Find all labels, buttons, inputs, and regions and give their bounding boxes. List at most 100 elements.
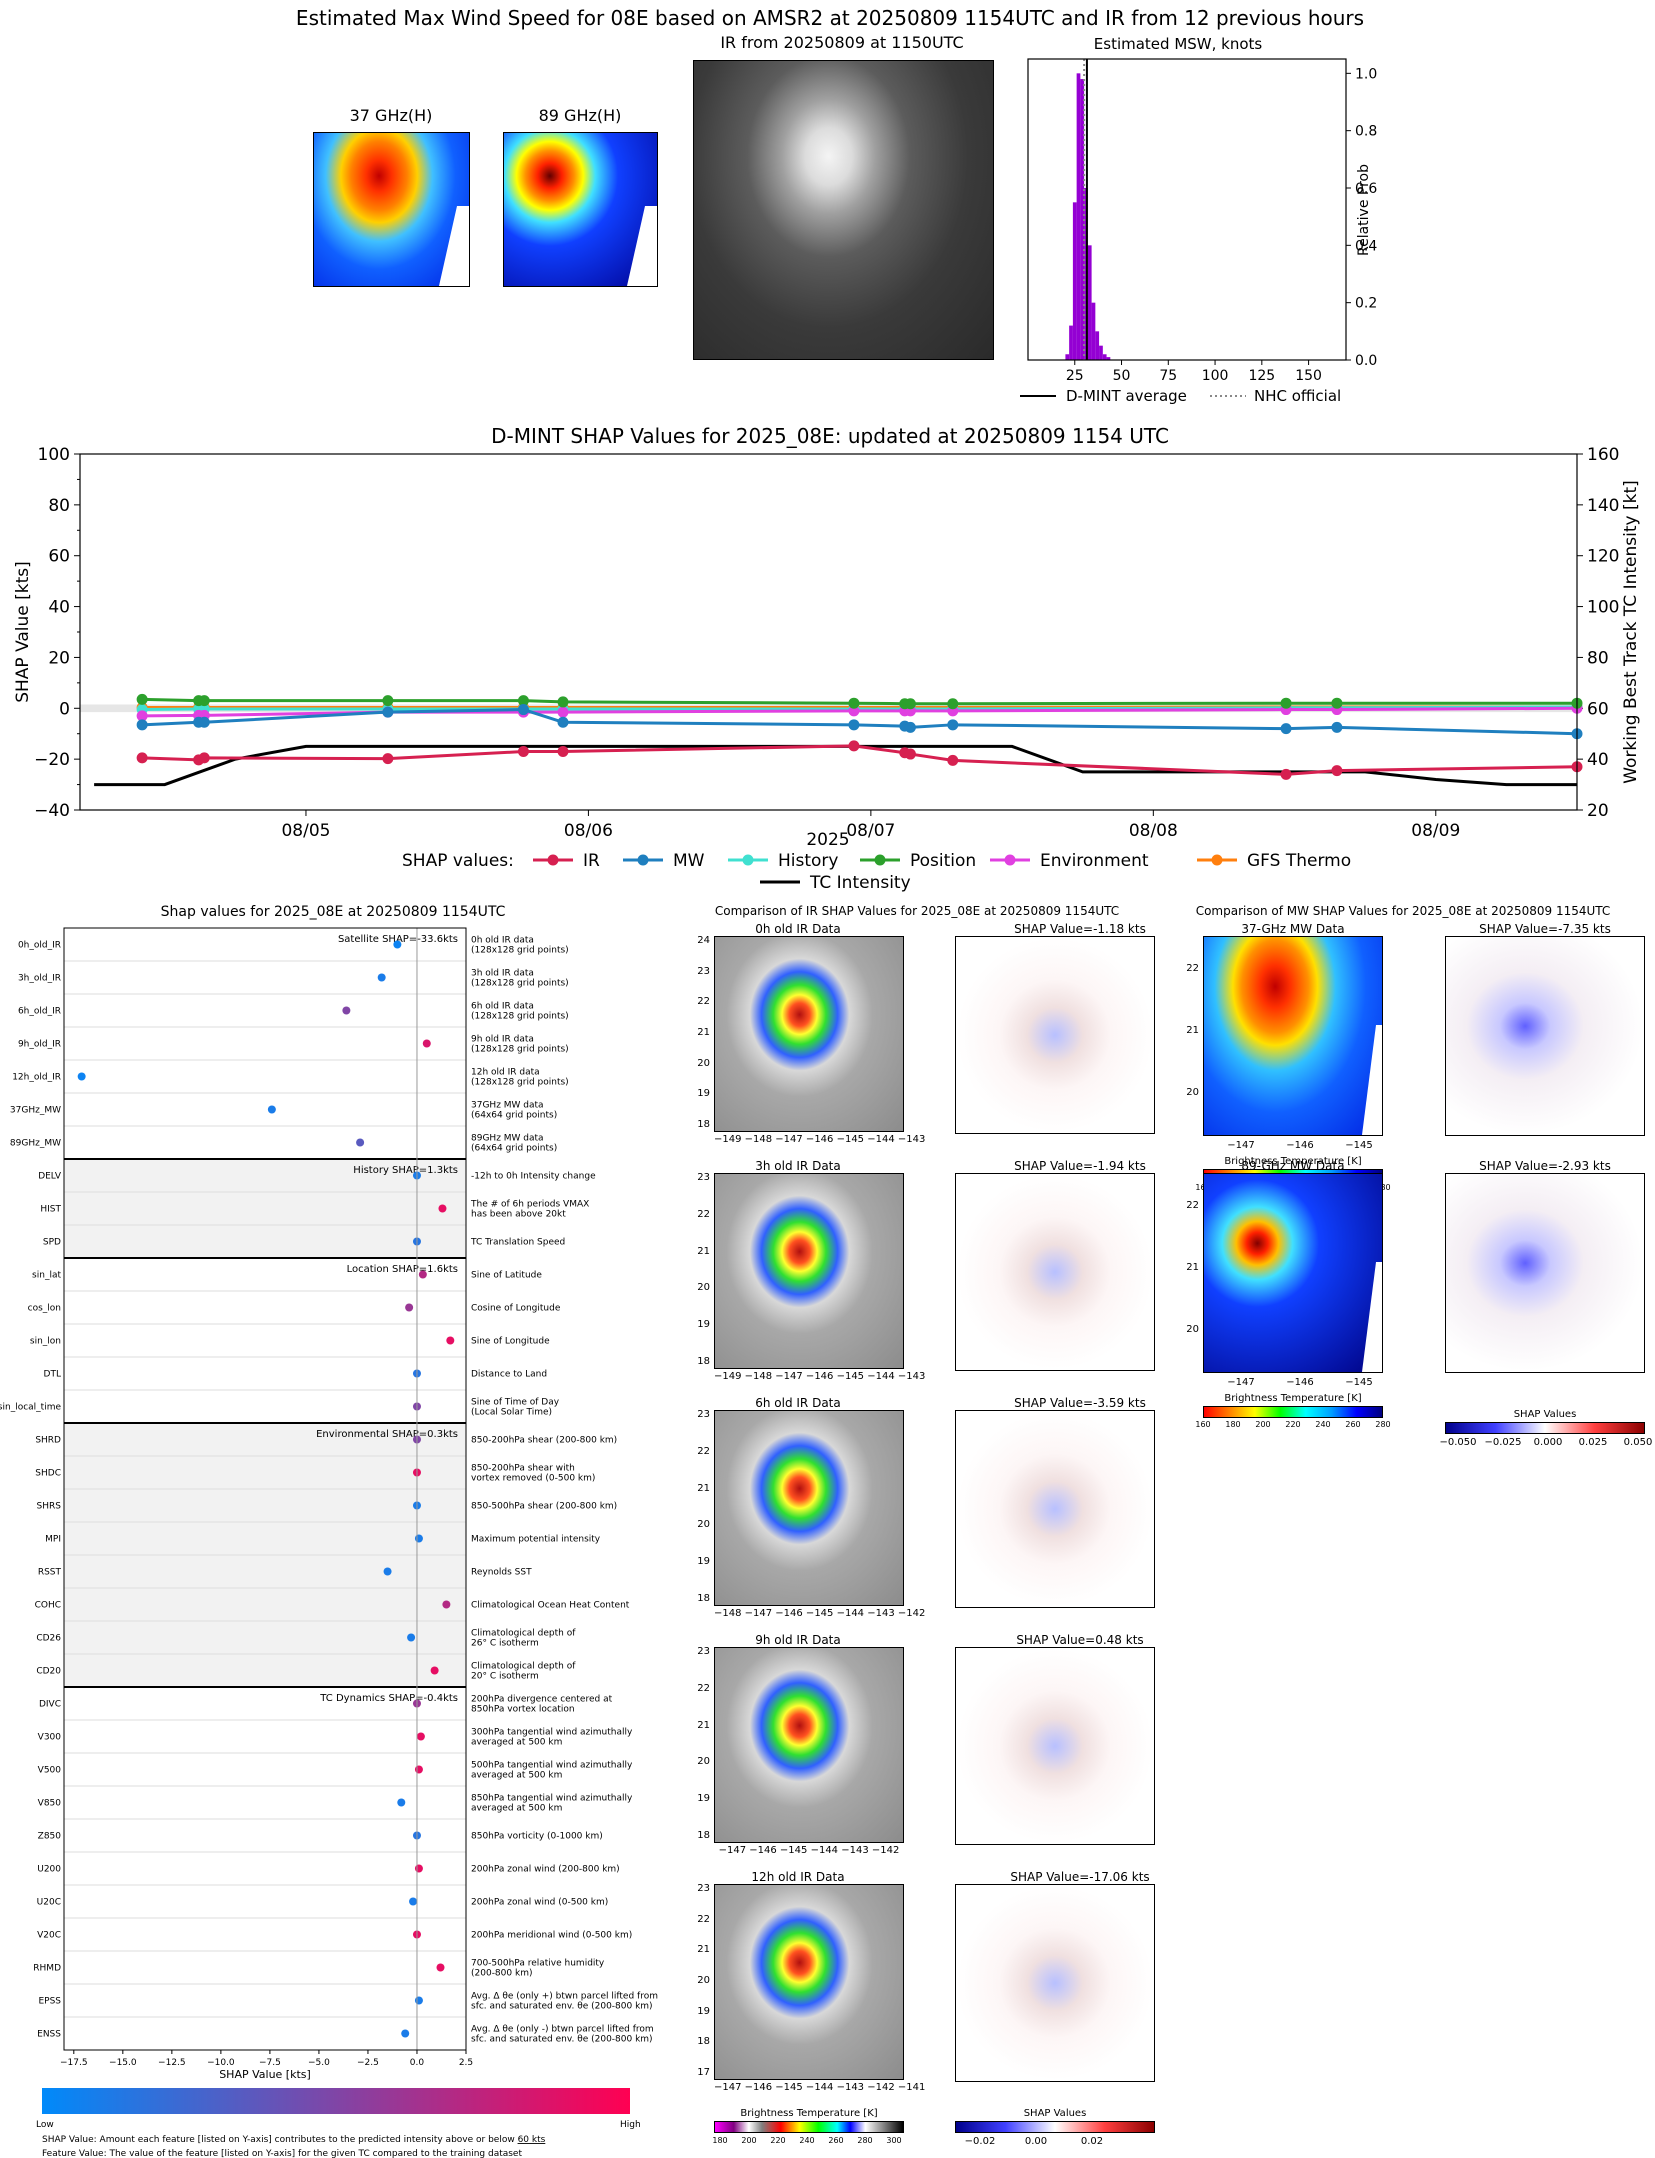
feature-label: 0h_old_IR [18, 941, 61, 951]
feature-desc: Avg. Δ θe (only +) btwn parcel lifted fr… [471, 1992, 658, 2002]
ir-panel-title: 12h old IR Data [751, 1870, 845, 1884]
feature-desc: 300hPa tangential wind azimuthally [471, 1728, 633, 1738]
msw-ytick-label: 0.8 [1355, 124, 1377, 140]
feature-desc: 500hPa tangential wind azimuthally [471, 1761, 633, 1771]
msw-bar [1080, 79, 1085, 361]
mw-shap-tick: −0.025 [1484, 1437, 1522, 1448]
ir-shap-label: SHAP Values [1023, 2108, 1087, 2119]
ir-ytick-label: 18 [697, 1593, 710, 1604]
series-point [517, 704, 529, 716]
mw-shap-tick: 0.050 [1623, 1437, 1653, 1448]
group-label: Environmental SHAP=0.3kts [316, 1429, 458, 1440]
feature-desc: 850-200hPa shear with [471, 1464, 575, 1474]
msw-xtick-label: 150 [1295, 368, 1322, 384]
msw-ylabel: Relative Prob [1356, 164, 1372, 256]
legend-marker [1004, 854, 1016, 866]
shap-point [418, 1270, 427, 1279]
mw-ytick-label: 21 [1186, 1262, 1199, 1273]
ir-ytick-label: 17 [697, 2067, 710, 2078]
feature-label: sin_local_time [0, 1403, 61, 1413]
series-point [1280, 697, 1292, 709]
shap-point [436, 1963, 445, 1972]
feature-label: HIST [40, 1205, 61, 1215]
shap-point [397, 1798, 406, 1807]
feature-label: sin_lat [32, 1271, 61, 1281]
ir-panel-image [714, 1410, 904, 1606]
legend-marker [547, 854, 559, 866]
ir-ytick-label: 23 [697, 1172, 710, 1183]
ts-y2tick-label: 160 [1587, 445, 1619, 465]
msw-bar [1065, 354, 1070, 360]
series-point [198, 752, 210, 764]
mw-xtick-label: −146 [1286, 1377, 1314, 1388]
shap-time-xlabel: 2025 [806, 830, 849, 850]
ir-ytick-label: 20 [697, 1519, 710, 1531]
mw-ytick-label: 20 [1186, 1324, 1199, 1335]
series-point [904, 721, 916, 733]
legend-marker [1211, 854, 1223, 866]
ir-title: IR from 20250809 at 1150UTC [720, 33, 964, 52]
msw-bar [1076, 73, 1081, 360]
ts-xtick-label: 08/08 [1129, 821, 1178, 841]
feature-desc: Cosine of Longitude [471, 1304, 561, 1314]
ir-panel-title: 0h old IR Data [755, 922, 841, 936]
ts-ytick-label: 20 [48, 648, 70, 668]
ir-ytick-label: 18 [697, 1119, 710, 1130]
footer-line1: SHAP Value: Amount each feature [listed … [42, 2135, 546, 2145]
feature-label: SHDC [35, 1469, 61, 1479]
series-point [848, 697, 860, 709]
series-point [848, 740, 860, 752]
feature-desc: Climatological depth of [471, 1629, 576, 1639]
ir-bt-tick: 180 [712, 2136, 728, 2145]
ir-ytick-label: 23 [697, 1883, 710, 1894]
feature-desc: -12h to 0h Intensity change [471, 1172, 596, 1182]
main-title: Estimated Max Wind Speed for 08E based o… [295, 6, 1365, 30]
colorbar-low: Low [36, 2120, 54, 2130]
mw-bt-tick: 280 [1375, 1420, 1391, 1429]
ir-shap-tick: −0.02 [964, 2136, 996, 2147]
ir-ytick-label: 22 [697, 996, 710, 1008]
msw-ytick-label: 0.0 [1355, 353, 1377, 369]
feature-desc: Sine of Latitude [471, 1271, 542, 1281]
ir-image [693, 60, 994, 360]
ir-bt-tick: 260 [828, 2136, 844, 2145]
series-point [557, 696, 569, 708]
series-point [1331, 721, 1343, 733]
legend-label: Position [910, 851, 976, 871]
feature-desc: Sine of Time of Day [471, 1398, 560, 1408]
series-point [198, 695, 210, 707]
feature-desc: 200hPa zonal wind (200-800 km) [471, 1865, 620, 1875]
ir-bt-colorbar [714, 2121, 904, 2133]
msw-bar [1072, 202, 1077, 360]
mw-bt-tick: 160 [1195, 1420, 1211, 1429]
feature-label: V500 [38, 1766, 62, 1776]
ir-compare-title: Comparison of IR SHAP Values for 2025_08… [714, 904, 1120, 918]
feature-desc: averaged at 500 km [471, 1804, 562, 1814]
shap-time-chart: 100 80 60 40 20 0 −20 −40 160 140 120 100 80 60 40 20 08… [13, 445, 1641, 893]
mw-panel-image [1203, 1173, 1383, 1373]
series-point [136, 710, 148, 722]
shap-point [383, 1567, 392, 1576]
feature-label: COHC [35, 1601, 61, 1611]
ir-shap-image [955, 1173, 1155, 1371]
series-line-mw [142, 708, 1578, 736]
ts-ytick-label: 0 [59, 699, 70, 719]
shap-point [430, 1666, 439, 1675]
feature-label: cos_lon [28, 1304, 61, 1314]
mw-shap-title: SHAP Value=-2.93 kts [1479, 1159, 1611, 1173]
feature-desc: 6h old IR data [471, 1002, 534, 1012]
feature-desc: (128x128 grid points) [471, 1012, 569, 1022]
feature-desc: Avg. Δ θe (only -) btwn parcel lifted fr… [471, 2025, 654, 2035]
feature-desc: 850hPa vortex location [471, 1705, 575, 1715]
ir-ytick-label: 20 [697, 1057, 710, 1069]
msw-ytick-label: 0.6 [1355, 181, 1377, 197]
ir-ytick-label: 18 [697, 2036, 710, 2048]
feature-label: 12h_old_IR [12, 1073, 61, 1083]
group-label: Location SHAP=1.6kts [347, 1264, 458, 1275]
shap-bee-chart: Satellite SHAP=-33.6kts 0h_old_IR 0h old I… [0, 927, 658, 2158]
mw-ytick-label: 20 [1186, 1087, 1199, 1098]
feature-desc: (128x128 grid points) [471, 1045, 569, 1055]
ir-shap-title: SHAP Value=-3.59 kts [1014, 1396, 1146, 1410]
feature-desc: 26° C isotherm [471, 1639, 539, 1649]
ir-xtick-labels: −149 −148 −147 −146 −145 −144 −143 [714, 1134, 926, 1145]
